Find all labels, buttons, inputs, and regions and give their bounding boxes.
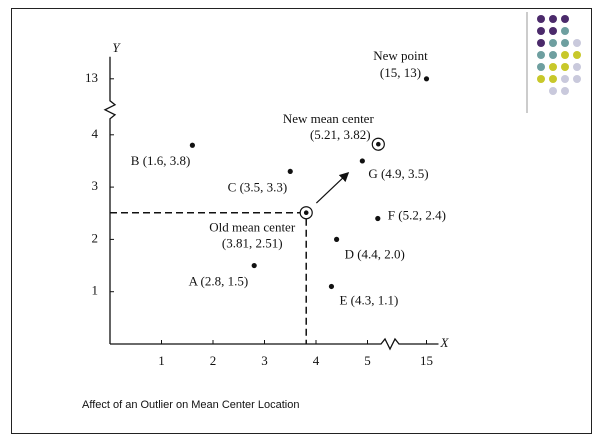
mean-center — [376, 142, 381, 147]
point — [334, 237, 339, 242]
point — [190, 143, 195, 148]
x-axis — [110, 339, 439, 349]
x-tick-label: 4 — [313, 353, 320, 368]
y-tick-label: 4 — [92, 126, 99, 141]
x-tick-label: 2 — [210, 353, 217, 368]
x-tick-label: 3 — [261, 353, 268, 368]
x-tick-label: 1 — [158, 353, 165, 368]
caption: Affect of an Outlier on Mean Center Loca… — [82, 399, 299, 411]
y-tick-label: 13 — [85, 70, 98, 85]
point — [375, 216, 380, 221]
mean-center-coords: (5.21, 3.82) — [310, 127, 371, 142]
point-label: F (5.2, 2.4) — [388, 207, 446, 222]
shift-arrow — [316, 173, 348, 203]
y-tick-label: 1 — [92, 283, 99, 298]
x-tick-label: 5 — [364, 353, 371, 368]
point-label: (15, 13) — [380, 65, 421, 80]
y-axis-label: Y — [112, 40, 121, 55]
point-label: D (4.4, 2.0) — [345, 246, 405, 261]
mean-center-label: Old mean center — [209, 220, 296, 235]
mean-center-coords: (3.81, 2.51) — [222, 236, 283, 251]
point — [252, 263, 257, 268]
point — [424, 76, 429, 81]
point — [329, 284, 334, 289]
point-label: B (1.6, 3.8) — [131, 153, 191, 168]
y-tick-label: 3 — [92, 178, 99, 193]
point-label: G (4.9, 3.5) — [368, 166, 428, 181]
outlier-label: New point — [373, 48, 428, 63]
y-axis — [105, 57, 115, 344]
slide-border — [12, 9, 592, 434]
decoration-dots — [537, 15, 581, 95]
point-label: C (3.5, 3.3) — [228, 179, 288, 194]
point — [288, 169, 293, 174]
point — [360, 158, 365, 163]
mean-center-label: New mean center — [283, 111, 375, 126]
point-label: E (4.3, 1.1) — [339, 292, 398, 307]
point-label: A (2.8, 1.5) — [189, 274, 249, 289]
x-tick-label: 15 — [420, 353, 433, 368]
mean-center — [304, 210, 309, 215]
x-axis-label: X — [440, 335, 450, 350]
slide: Affect of an Outlier on Mean Center Loca… — [0, 0, 602, 444]
y-tick-label: 2 — [92, 230, 99, 245]
